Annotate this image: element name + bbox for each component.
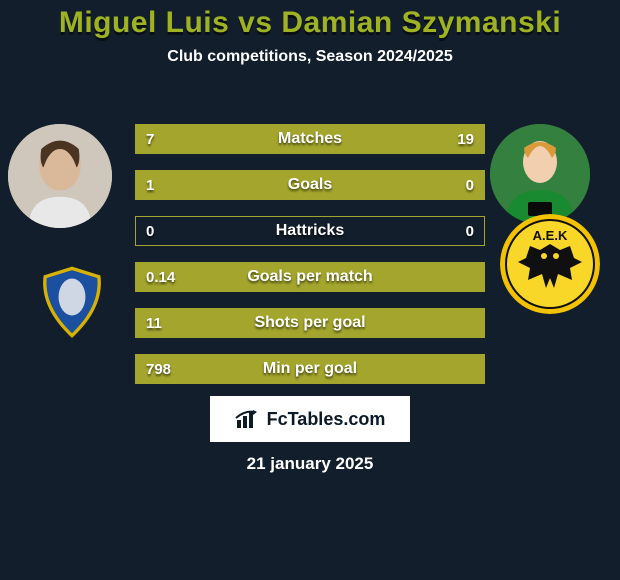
stat-bar-row: 7Matches19 <box>135 124 485 154</box>
stat-bar-row: 0Hattricks0 <box>135 216 485 246</box>
player-right-avatar-svg <box>490 124 590 224</box>
stat-bar-label: Hattricks <box>136 222 484 240</box>
svg-text:Α.Ε.Κ: Α.Ε.Κ <box>533 228 568 243</box>
stat-bar-row: 11Shots per goal <box>135 308 485 338</box>
stat-bar-row: 798Min per goal <box>135 354 485 384</box>
player-right-avatar <box>490 124 590 224</box>
stat-bar-value-left: 0 <box>146 223 154 240</box>
player-left-club-badge <box>30 260 114 344</box>
page-title: Miguel Luis vs Damian Szymanski <box>0 0 620 40</box>
player-left-avatar-svg <box>8 124 112 228</box>
page-subtitle: Club competitions, Season 2024/2025 <box>0 48 620 66</box>
stat-bar-row: 1Goals0 <box>135 170 485 200</box>
stat-bar-fill-left <box>136 125 230 153</box>
stat-bar-fill-right <box>230 125 484 153</box>
stats-bars: 7Matches19 1Goals0 0Hattricks0 0.14Goals pe… <box>135 124 485 400</box>
aek-badge-icon: Α.Ε.Κ <box>500 214 600 314</box>
shield-icon <box>30 260 114 344</box>
player-right-club-badge: Α.Ε.Κ <box>500 214 600 314</box>
stat-bar-value-right: 0 <box>466 223 474 240</box>
bar-chart-icon <box>235 408 261 430</box>
stat-bar-fill-left <box>136 171 484 199</box>
fctables-logo: FcTables.com <box>210 396 410 442</box>
stat-bar-fill-left <box>136 355 484 383</box>
fctables-logo-text: FcTables.com <box>267 409 386 430</box>
stat-bar-fill-left <box>136 309 484 337</box>
stat-bar-fill-left <box>136 263 484 291</box>
comparison-date: 21 january 2025 <box>0 454 620 474</box>
player-left-avatar <box>8 124 112 228</box>
stat-bar-row: 0.14Goals per match <box>135 262 485 292</box>
